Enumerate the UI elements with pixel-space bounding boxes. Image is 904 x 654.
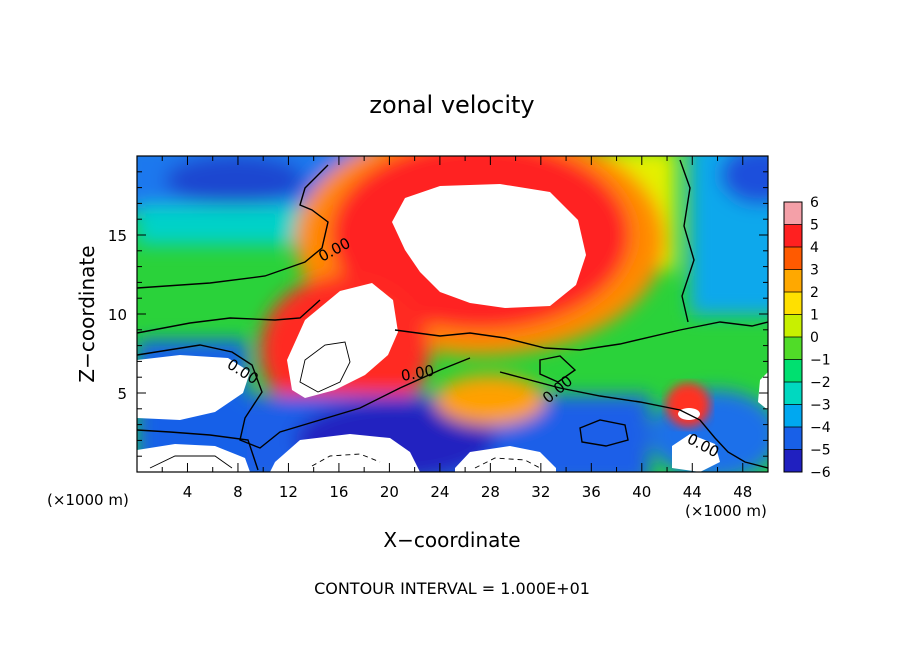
colorbar-label: −1 [810, 353, 831, 369]
colorbar-band [784, 202, 802, 225]
y-tick-label: 5 [117, 385, 127, 403]
contour-bottom-band [137, 429, 259, 471]
colorbar-band [784, 314, 802, 338]
colorbar-band [784, 427, 802, 450]
colorbar-label: 4 [810, 240, 819, 256]
x-unit-left: (×1000 m) [47, 491, 129, 509]
x-tick-label: 4 [183, 483, 193, 501]
contour-small-island [579, 419, 629, 447]
x-tick-label: 44 [683, 483, 702, 501]
x-unit-right: (×1000 m) [685, 502, 767, 520]
saturated-upper-core [392, 184, 586, 308]
x-tick-label: 40 [632, 483, 651, 501]
x-tick-label: 16 [329, 483, 348, 501]
contour-dashed-b [474, 457, 541, 469]
colorbar-label: −5 [810, 443, 831, 459]
contour-right-vertical [679, 159, 695, 323]
colorbar: 6 5 4 3 2 1 0 −1 −2 −3 −4 −5 −6 [783, 195, 831, 481]
contour-dashed-a [311, 453, 381, 467]
chart-title: zonal velocity [369, 91, 534, 119]
x-tick-label: 28 [481, 483, 500, 501]
colorbar-label: −6 [810, 465, 831, 481]
x-axis: 4 8 12 16 20 24 28 32 36 40 44 48 [161, 156, 752, 501]
contour-inner-core [299, 341, 351, 393]
colorbar-label: −3 [810, 398, 831, 414]
contour-middle [137, 299, 768, 351]
x-tick-label: 32 [531, 483, 550, 501]
colorbar-band [784, 292, 802, 315]
contour-lower-right [499, 371, 768, 469]
colorbar-label: 2 [810, 285, 819, 301]
colorbar-band [784, 224, 802, 248]
saturated-bottom-left [137, 444, 250, 472]
y-axis-label: Z−coordinate [75, 245, 99, 382]
colorbar-label: 0 [810, 330, 819, 346]
colorbar-band [784, 404, 802, 428]
saturated-left-core [137, 355, 250, 420]
colorbar-band [784, 382, 802, 405]
saturated-bottom-mid [270, 434, 420, 472]
contour-upper [137, 164, 329, 289]
region-top-right-core [720, 156, 768, 205]
x-tick-label: 8 [233, 483, 243, 501]
saturated-bottom-right-b [758, 372, 768, 410]
region-top-left-core [165, 156, 305, 205]
y-tick-label: 15 [108, 227, 127, 245]
colorbar-label: 5 [810, 218, 819, 234]
x-tick-label: 20 [380, 483, 399, 501]
colorbar-label: −2 [810, 375, 831, 391]
contour-bottom-ellipse [149, 455, 233, 469]
saturated-bottom-right-a [672, 434, 720, 472]
saturated-bottom-center [455, 446, 556, 472]
colorbar-band [784, 359, 802, 383]
x-tick-label: 12 [279, 483, 298, 501]
region-right-cell [666, 383, 710, 427]
colorbar-band [784, 269, 802, 293]
y-tick-label: 10 [108, 306, 127, 324]
saturated-mid-core [287, 283, 398, 398]
colorbar-band [784, 449, 802, 473]
colorbar-band [784, 337, 802, 360]
colorbar-label: 6 [810, 195, 819, 211]
x-tick-label: 48 [733, 483, 752, 501]
colorbar-label: 1 [810, 308, 819, 324]
x-tick-label: 24 [430, 483, 449, 501]
x-tick-label: 36 [582, 483, 601, 501]
y-axis: 5 10 15 [108, 171, 768, 457]
colorbar-label: −4 [810, 420, 831, 436]
contour-interval-note: CONTOUR INTERVAL = 1.000E+01 [314, 579, 590, 598]
contour-small-island-2 [539, 355, 577, 383]
x-axis-label: X−coordinate [383, 528, 520, 552]
region-mid-orange [435, 375, 545, 425]
colorbar-band [784, 247, 802, 270]
colorbar-label: 3 [810, 263, 819, 279]
contour-label-3: 0.00 [400, 361, 436, 385]
heatmap-field: 0.00 0.00 0.00 0.00 0.00 [137, 156, 768, 472]
